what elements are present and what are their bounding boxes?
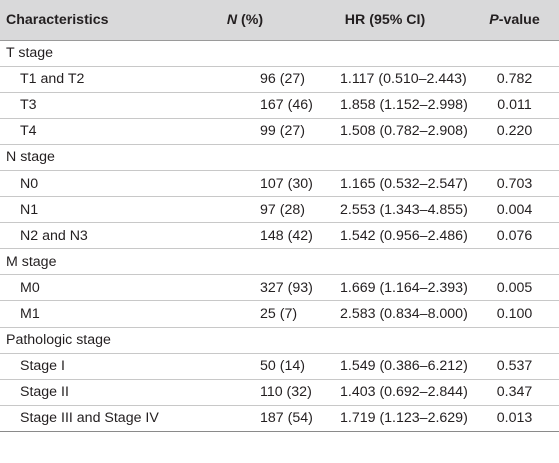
group-row: T stage <box>0 40 559 67</box>
table-row: Stage I 50 (14) 1.549 (0.386–6.212) 0.537 <box>0 353 559 380</box>
row-label: T1 and T2 <box>0 66 190 93</box>
group-row: N stage <box>0 144 559 171</box>
characteristics-table: Characteristics N (%) HR (95% CI) P-valu… <box>0 0 559 432</box>
header-hr: HR (95% CI) <box>300 0 470 41</box>
table-row: T4 99 (27) 1.508 (0.782–2.908) 0.220 <box>0 118 559 145</box>
row-hr: 1.117 (0.510–2.443) <box>300 66 470 93</box>
row-p-value: 0.220 <box>470 118 559 145</box>
row-hr: 1.508 (0.782–2.908) <box>300 118 470 145</box>
row-n: 97 (28) <box>190 196 305 224</box>
row-hr: 1.403 (0.692–2.844) <box>300 379 470 406</box>
table-header: Characteristics N (%) HR (95% CI) P-valu… <box>0 0 559 41</box>
row-hr: 1.549 (0.386–6.212) <box>300 353 470 380</box>
row-hr: 1.542 (0.956–2.486) <box>300 222 470 250</box>
row-n: 148 (42) <box>190 222 313 250</box>
row-n: 167 (46) <box>190 92 313 119</box>
header-row: Characteristics N (%) HR (95% CI) P-valu… <box>0 0 559 41</box>
table-row: M0 327 (93) 1.669 (1.164–2.393) 0.005 <box>0 274 559 302</box>
row-n: 50 (14) <box>190 353 305 380</box>
table-body: T stage T1 and T2 96 (27) 1.117 (0.510–2.44… <box>0 40 559 432</box>
group-row: M stage <box>0 248 559 276</box>
row-hr: 1.669 (1.164–2.393) <box>300 274 470 302</box>
table-row: N1 97 (28) 2.553 (1.343–4.855) 0.004 <box>0 196 559 224</box>
table-row: M1 25 (7) 2.583 (0.834–8.000) 0.100 <box>0 300 559 328</box>
row-p-value: 0.011 <box>470 92 559 119</box>
group-row: Pathologic stage <box>0 327 559 354</box>
header-n: N (%) <box>190 0 300 41</box>
row-n: 25 (7) <box>190 300 300 328</box>
row-label: M0 <box>0 274 190 302</box>
row-p-value: 0.782 <box>470 66 559 93</box>
row-label: N1 <box>0 196 190 224</box>
row-label: Stage I <box>0 353 190 380</box>
row-n: 327 (93) <box>190 274 313 302</box>
row-p-value: 0.013 <box>470 405 559 432</box>
row-n: 96 (27) <box>190 66 305 93</box>
group-label: N stage <box>0 144 559 171</box>
group-label: T stage <box>0 40 559 67</box>
header-p-rest: -value <box>498 11 540 28</box>
row-p-value: 0.347 <box>470 379 559 406</box>
row-label: Stage II <box>0 379 190 406</box>
row-hr: 2.583 (0.834–8.000) <box>300 300 470 328</box>
group-label: Pathologic stage <box>0 327 559 354</box>
row-label: T3 <box>0 92 190 119</box>
row-p-value: 0.703 <box>470 170 559 198</box>
header-p-italic: P <box>489 11 499 28</box>
table-row: T1 and T2 96 (27) 1.117 (0.510–2.443) 0.782 <box>0 66 559 93</box>
row-hr: 1.858 (1.152–2.998) <box>300 92 470 119</box>
table-row: T3 167 (46) 1.858 (1.152–2.998) 0.011 <box>0 92 559 119</box>
row-p-value: 0.537 <box>470 353 559 380</box>
table-row: Stage II 110 (32) 1.403 (0.692–2.844) 0.347 <box>0 379 559 406</box>
row-p-value: 0.004 <box>470 196 559 224</box>
row-n: 107 (30) <box>190 170 313 198</box>
row-n: 110 (32) <box>190 379 312 406</box>
row-hr: 1.719 (1.123–2.629) <box>300 405 470 432</box>
header-n-rest: (%) <box>237 11 264 28</box>
header-p-value: P-value <box>470 0 559 41</box>
row-n: 99 (27) <box>190 118 305 145</box>
row-p-value: 0.076 <box>470 222 559 250</box>
row-p-value: 0.100 <box>470 300 559 328</box>
row-label: Stage III and Stage IV <box>0 405 190 432</box>
row-hr: 2.553 (1.343–4.855) <box>300 196 470 224</box>
group-label: M stage <box>0 248 559 276</box>
row-n: 187 (54) <box>190 405 313 432</box>
row-label: T4 <box>0 118 190 145</box>
table-row: Stage III and Stage IV 187 (54) 1.719 (1.1… <box>0 405 559 432</box>
table-row: N0 107 (30) 1.165 (0.532–2.547) 0.703 <box>0 170 559 198</box>
row-label: N2 and N3 <box>0 222 190 250</box>
header-n-italic: N <box>226 11 238 28</box>
row-p-value: 0.005 <box>470 274 559 302</box>
row-label: N0 <box>0 170 190 198</box>
table-row: N2 and N3 148 (42) 1.542 (0.956–2.486) 0.07… <box>0 222 559 250</box>
header-characteristics: Characteristics <box>0 0 190 41</box>
row-hr: 1.165 (0.532–2.547) <box>300 170 470 198</box>
row-label: M1 <box>0 300 190 328</box>
